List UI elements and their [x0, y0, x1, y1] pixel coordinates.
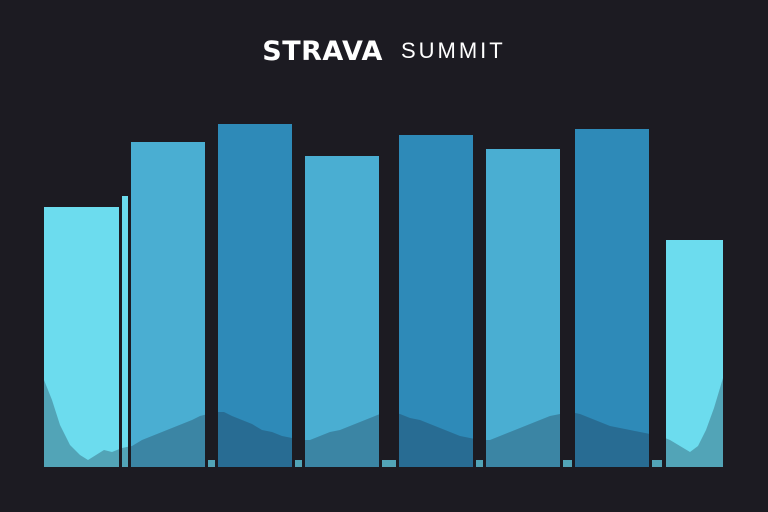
gap-marker-2 [295, 460, 302, 467]
bar-5 [399, 135, 473, 467]
bar-1 [44, 207, 119, 467]
bars-group [44, 124, 723, 467]
strava-logo: STRAVA [262, 35, 383, 67]
bar-7 [575, 129, 649, 467]
gap-marker-3 [382, 460, 396, 467]
bar-1-edge [122, 196, 128, 467]
gap-marker-4 [476, 460, 483, 467]
gap-marker-1 [208, 460, 215, 467]
bar-8 [666, 240, 723, 467]
bar-4 [305, 156, 379, 467]
bar-2 [131, 142, 205, 467]
gap-marker-5 [563, 460, 572, 467]
app-header: STRAVA SUMMIT [0, 33, 768, 69]
bar-3 [218, 124, 292, 467]
summit-label: SUMMIT [400, 38, 506, 63]
gap-marker-6 [652, 460, 662, 467]
bar-6 [486, 149, 560, 467]
